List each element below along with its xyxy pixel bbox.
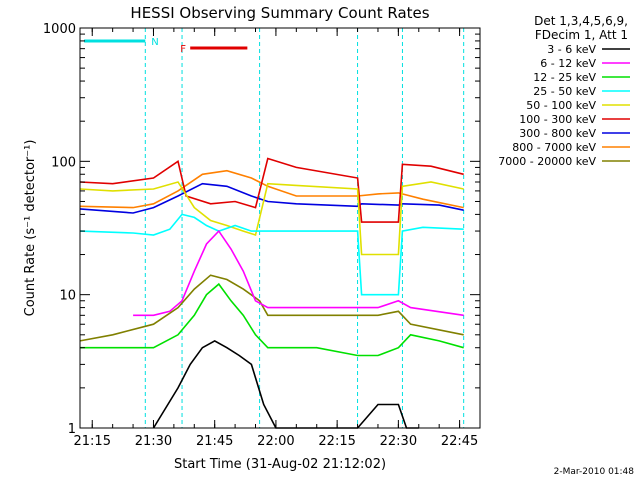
x-axis: 21:15 21:30 21:45 22:00 22:15 22:30 22:45 bbox=[74, 28, 481, 449]
legend-label: 12 - 25 keV bbox=[533, 71, 596, 84]
y-tick-label: 100 bbox=[51, 155, 76, 170]
series-line bbox=[133, 229, 464, 317]
legend: Det 1,3,4,5,6,9, FDecim 1, Att 1 3 - 6 k… bbox=[498, 14, 630, 168]
x-tick-label: 22:15 bbox=[318, 434, 355, 449]
y-axis: 1 10 100 1000 bbox=[43, 22, 480, 437]
x-tick-label: 21:30 bbox=[135, 434, 172, 449]
legend-label: 6 - 12 keV bbox=[540, 57, 596, 70]
series-line bbox=[79, 213, 464, 296]
series-line bbox=[80, 282, 464, 357]
x-axis-label: Start Time (31-Aug-02 21:12:02) bbox=[174, 457, 386, 472]
series-line bbox=[152, 339, 419, 429]
flag-label: N bbox=[151, 37, 158, 48]
y-tick-label: 1000 bbox=[43, 22, 76, 37]
legend-label: 50 - 100 keV bbox=[526, 99, 596, 112]
series-line bbox=[79, 274, 464, 342]
series-layer bbox=[79, 157, 464, 429]
y-axis-label: Count Rate (s⁻¹ detector⁻¹) bbox=[23, 140, 38, 317]
chart-title: HESSI Observing Summary Count Rates bbox=[130, 4, 429, 22]
legend-label: 3 - 6 keV bbox=[547, 43, 596, 56]
flags-layer: NF bbox=[84, 37, 248, 55]
x-tick-label: 21:15 bbox=[74, 434, 111, 449]
legend-label: 100 - 300 keV bbox=[519, 113, 596, 126]
legend-header-line: Det 1,3,4,5,6,9, bbox=[534, 14, 628, 28]
night-bounds bbox=[144, 28, 465, 428]
y-tick-label: 1 bbox=[68, 422, 76, 437]
legend-header-line: FDecim 1, Att 1 bbox=[535, 28, 628, 42]
series-line bbox=[79, 169, 464, 209]
legend-label: 25 - 50 keV bbox=[533, 85, 596, 98]
legend-label: 300 - 800 keV bbox=[519, 127, 596, 140]
plot-frame bbox=[79, 27, 481, 429]
legend-label: 7000 - 20000 keV bbox=[498, 155, 596, 168]
x-tick-label: 22:45 bbox=[441, 434, 478, 449]
flag-label: F bbox=[180, 44, 186, 55]
timestamp-footer: 2-Mar-2010 01:48 bbox=[554, 467, 635, 477]
series-line bbox=[79, 157, 464, 223]
x-tick-label: 22:00 bbox=[257, 434, 294, 449]
x-tick-label: 21:45 bbox=[196, 434, 233, 449]
legend-label: 800 - 7000 keV bbox=[512, 141, 596, 154]
series-line bbox=[79, 181, 464, 256]
y-tick-label: 10 bbox=[59, 289, 76, 304]
x-tick-label: 22:30 bbox=[380, 434, 417, 449]
